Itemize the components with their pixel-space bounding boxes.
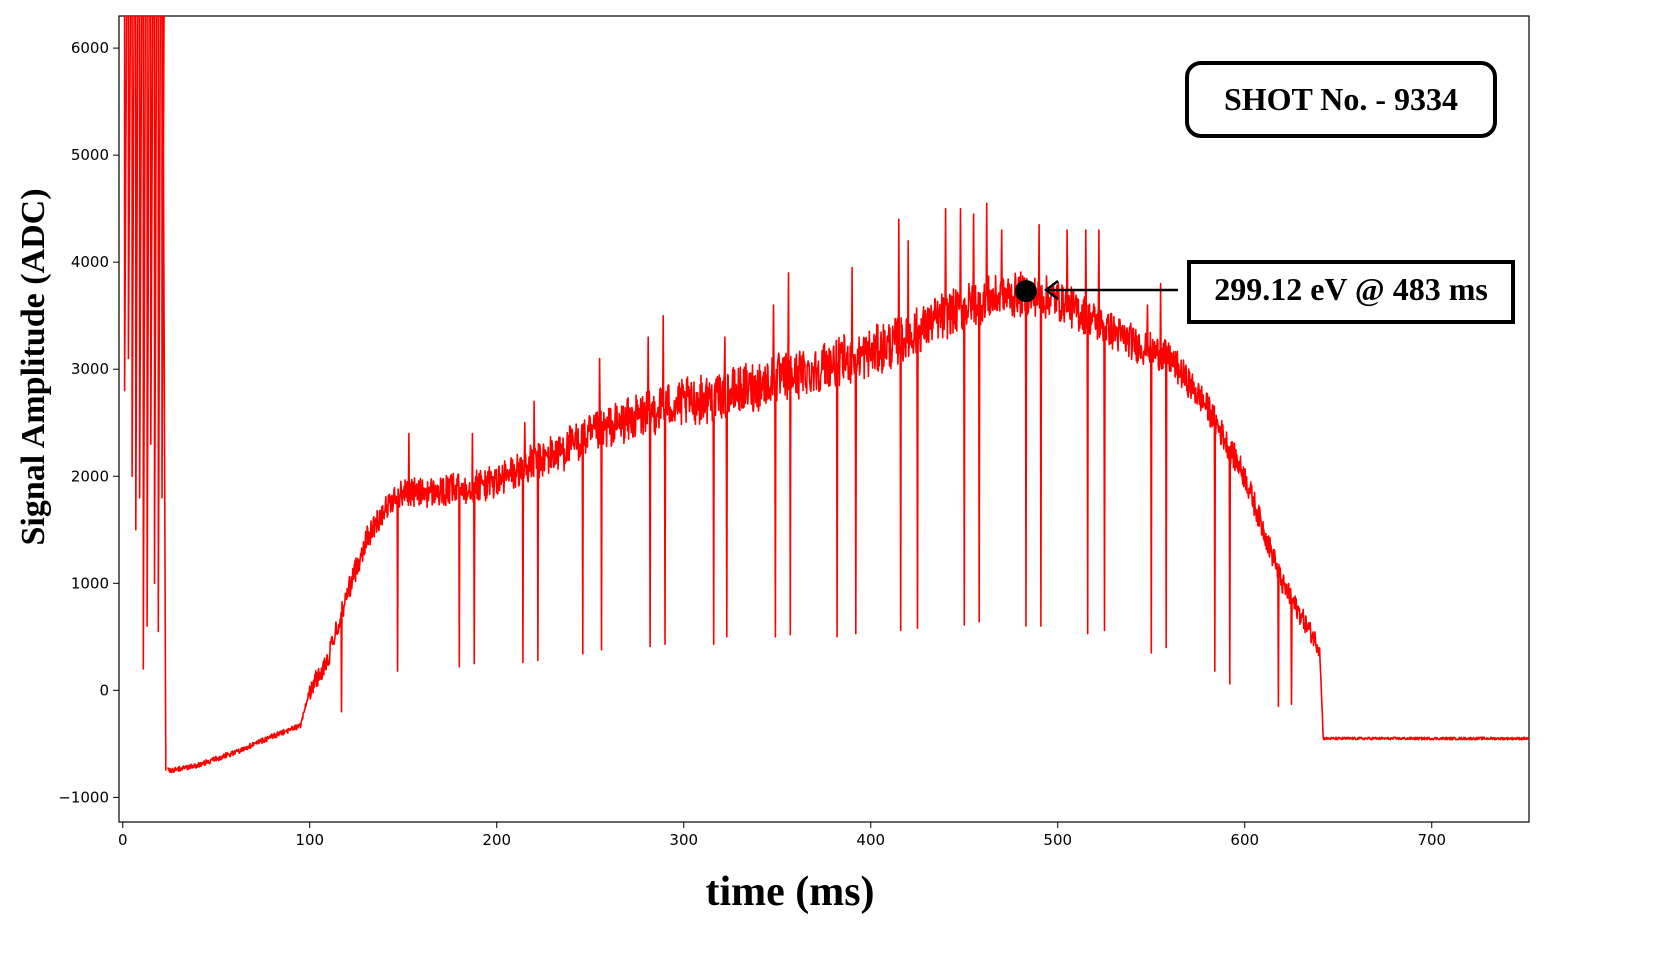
y-axis-title: Signal Amplitude (ADC) <box>15 188 52 545</box>
annotation-label: 299.12 eV @ 483 ms <box>1214 271 1488 307</box>
y-tick-label: 1000 <box>71 574 109 592</box>
y-tick-label: 0 <box>99 681 109 699</box>
y-tick-label: −1000 <box>58 788 109 806</box>
x-tick-label: 700 <box>1417 831 1446 849</box>
y-tick-label: 4000 <box>71 253 109 271</box>
x-tick-label: 200 <box>482 831 511 849</box>
y-tick-label: 6000 <box>71 39 109 57</box>
y-tick-label: 5000 <box>71 146 109 164</box>
shot-number-box: SHOT No. - 9334 <box>1187 63 1495 136</box>
ticks-layer: 0 100 200 300 400 500 600 700 −1000 0 1000 2000 3000… <box>58 39 1446 849</box>
shot-number-label: SHOT No. - 9334 <box>1224 81 1458 117</box>
x-axis-title: time (ms) <box>705 869 874 915</box>
y-tick-label: 2000 <box>71 467 109 485</box>
y-tick-label: 3000 <box>71 360 109 378</box>
x-tick-label: 100 <box>295 831 324 849</box>
x-tick-label: 400 <box>856 831 885 849</box>
annotation-marker-point <box>1015 280 1037 302</box>
x-tick-label: 500 <box>1043 831 1072 849</box>
x-tick-label: 600 <box>1230 831 1259 849</box>
x-tick-label: 300 <box>669 831 698 849</box>
signal-amplitude-chart: 0 100 200 300 400 500 600 700 −1000 0 1000 2000 3000… <box>0 0 1654 970</box>
x-tick-label: 0 <box>118 831 128 849</box>
chart-root: 0 100 200 300 400 500 600 700 −1000 0 1000 2000 3000… <box>0 0 1654 970</box>
